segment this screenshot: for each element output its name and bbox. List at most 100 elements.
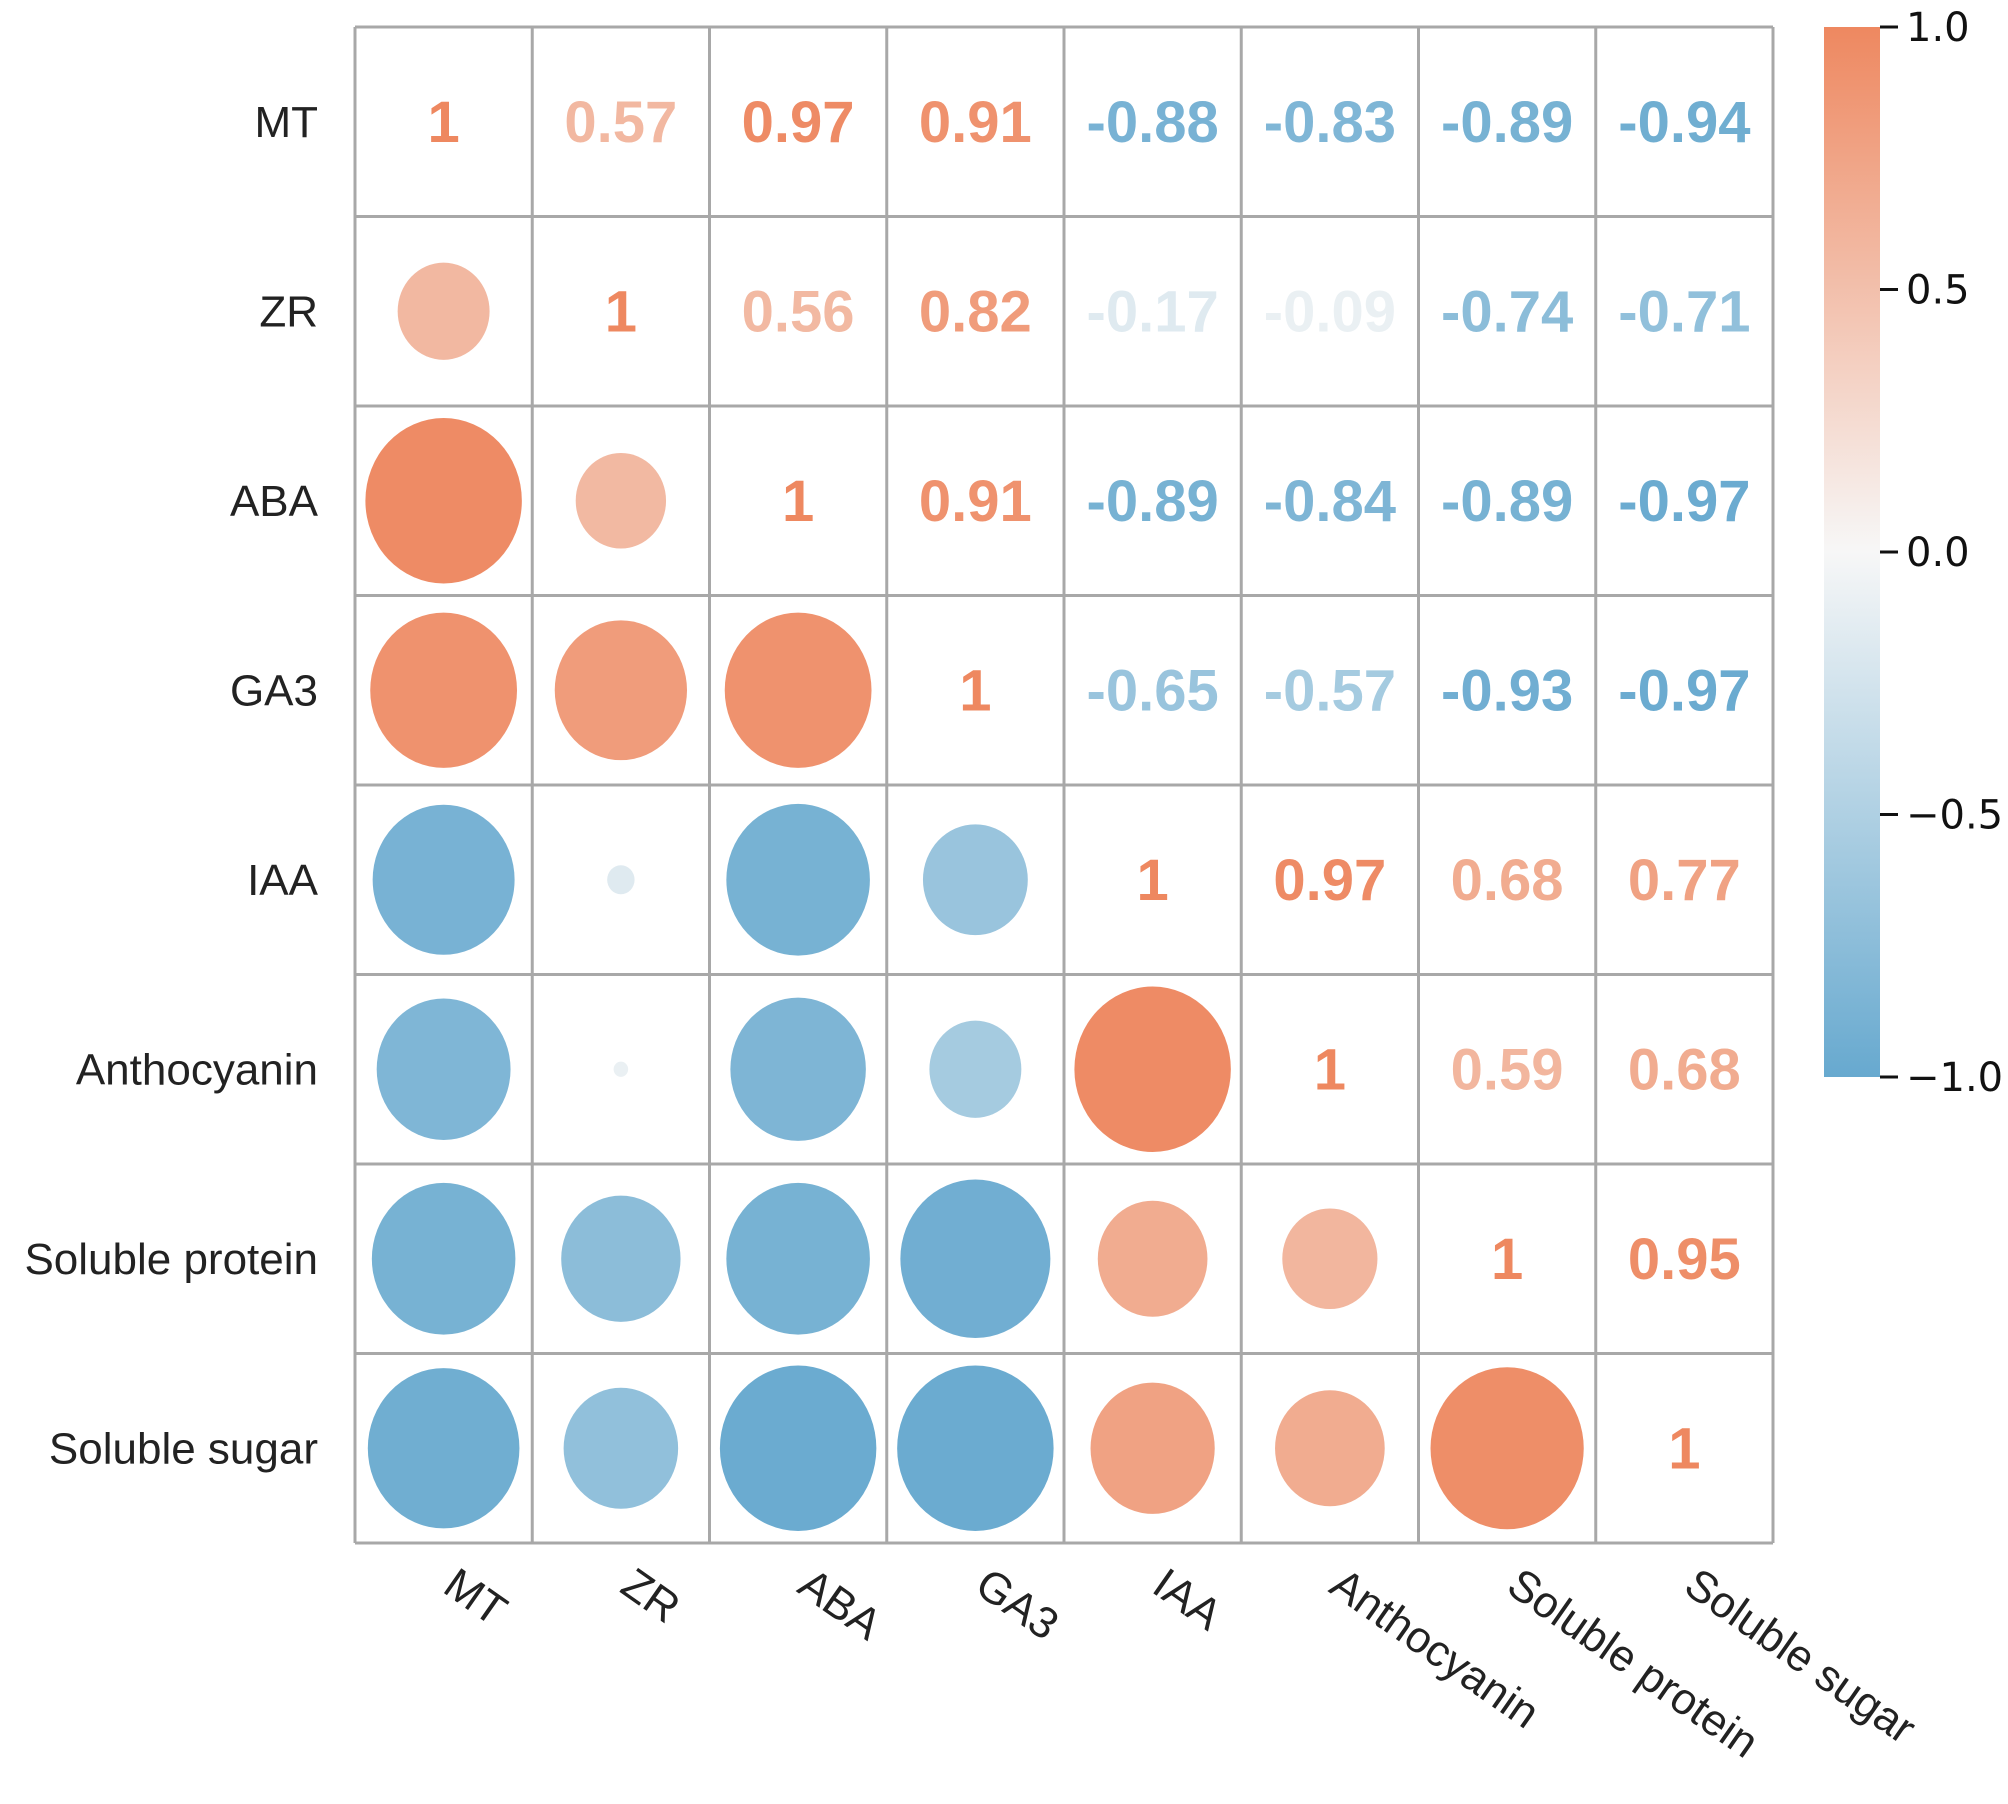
correlation-value-label: 1 — [1491, 1227, 1523, 1292]
correlation-value-label: -0.93 — [1441, 658, 1573, 723]
heatmap-cell: 0.68 — [1418, 785, 1596, 975]
correlation-circle — [575, 452, 667, 549]
heatmap-cell: 1 — [532, 216, 710, 406]
correlation-value-label: 0.95 — [1628, 1227, 1741, 1292]
row-label: Anthocyanin — [76, 1045, 318, 1094]
cell-background — [1418, 216, 1596, 406]
heatmap-cell: 0.77 — [1595, 785, 1773, 975]
heatmap-cell: -0.89 — [1064, 406, 1242, 596]
heatmap-cell — [1064, 1164, 1242, 1354]
correlation-circle — [1097, 1200, 1208, 1317]
correlation-value-label: -0.09 — [1264, 279, 1396, 344]
correlation-value-label: 0.77 — [1628, 848, 1741, 913]
heatmap-cell: 0.91 — [886, 27, 1064, 217]
heatmap-cell: -0.74 — [1418, 216, 1596, 406]
correlation-value-label: -0.65 — [1087, 658, 1219, 723]
heatmap-cell: 1 — [1064, 785, 1242, 975]
row-label: ABA — [230, 477, 319, 526]
correlation-value-label: 0.68 — [1451, 848, 1564, 913]
column-label: IAA — [1144, 1559, 1231, 1640]
cell-background — [1241, 595, 1419, 785]
heatmap-cell — [1418, 1353, 1596, 1543]
correlation-value-label: 0.68 — [1628, 1037, 1741, 1102]
cell-background — [355, 27, 533, 217]
cell-background — [886, 216, 1064, 406]
heatmap-cell: -0.93 — [1418, 595, 1596, 785]
cell-background — [1418, 974, 1596, 1164]
cell-background — [1241, 785, 1419, 975]
correlation-circle — [900, 1179, 1051, 1339]
heatmap-cell: 1 — [709, 406, 887, 596]
cell-background — [886, 595, 1064, 785]
cell-background — [1595, 406, 1773, 596]
heatmap-cell — [355, 406, 533, 596]
correlation-value-label: -0.74 — [1441, 279, 1573, 344]
heatmap-cell: -0.17 — [1064, 216, 1242, 406]
correlation-circle — [724, 612, 872, 768]
correlation-value-label: 0.91 — [919, 90, 1032, 155]
correlation-value-label: -0.97 — [1618, 658, 1750, 723]
cell-background — [709, 216, 887, 406]
correlation-circle — [607, 865, 635, 895]
correlation-circle — [371, 1182, 516, 1335]
correlation-circle — [613, 1061, 629, 1077]
column-label: MT — [435, 1559, 515, 1636]
cell-background — [1064, 27, 1242, 217]
correlation-value-label: -0.71 — [1618, 279, 1750, 344]
heatmap-cell: 1 — [1241, 974, 1419, 1164]
heatmap-cell: 1 — [1595, 1353, 1773, 1543]
heatmap-cell — [355, 1164, 533, 1354]
heatmap-cell: 0.95 — [1595, 1164, 1773, 1354]
cell-background — [1595, 974, 1773, 1164]
heatmap-cell: 0.91 — [886, 406, 1064, 596]
heatmap-cell: -0.65 — [1064, 595, 1242, 785]
heatmap-cell — [532, 595, 710, 785]
row-label: IAA — [247, 856, 319, 905]
correlation-value-label: 0.91 — [919, 469, 1032, 534]
heatmap-cell: -0.88 — [1064, 27, 1242, 217]
colorbar: 1.0 0.5 0.0 −0.5 −1.0 — [1824, 5, 2003, 1101]
heatmap-cell: 0.97 — [1241, 785, 1419, 975]
correlation-value-label: -0.97 — [1618, 469, 1750, 534]
column-label: ABA — [790, 1559, 891, 1650]
heatmap-cell: 0.82 — [886, 216, 1064, 406]
cell-background — [1064, 785, 1242, 975]
row-label: GA3 — [230, 666, 318, 715]
correlation-value-label: 1 — [427, 90, 459, 155]
cell-background — [886, 27, 1064, 217]
column-label: GA3 — [967, 1559, 1067, 1650]
row-label: MT — [254, 98, 318, 147]
heatmap-cell — [1064, 1353, 1242, 1543]
heatmap-cell — [532, 974, 710, 1164]
heatmap-cells: 1 0.57 0.97 0.91 -0.88 -0.83 -0.89 -0.94 1 0.56 0.… — [355, 27, 1773, 1543]
heatmap-cell: 0.57 — [532, 27, 710, 217]
correlation-value-label: -0.89 — [1087, 469, 1219, 534]
correlation-circle — [1282, 1208, 1378, 1310]
heatmap-cell: -0.97 — [1595, 595, 1773, 785]
correlation-circle — [922, 824, 1028, 936]
cell-background — [1064, 406, 1242, 596]
row-label: Soluble sugar — [49, 1424, 318, 1473]
correlation-value-label: 1 — [959, 658, 991, 723]
correlation-value-label: 1 — [1314, 1037, 1346, 1102]
heatmap-cell — [709, 1164, 887, 1354]
correlation-value-label: 1 — [1668, 1416, 1700, 1481]
cell-background — [1595, 27, 1773, 217]
heatmap-cell — [1064, 974, 1242, 1164]
cell-background — [1241, 974, 1419, 1164]
correlation-circle — [554, 620, 688, 761]
heatmap-cell: 0.59 — [1418, 974, 1596, 1164]
heatmap-cell — [886, 1164, 1064, 1354]
correlation-value-label: 1 — [1136, 848, 1168, 913]
correlation-circle — [370, 612, 518, 768]
colorbar-ticks: 1.0 0.5 0.0 −0.5 −1.0 — [1880, 5, 2003, 1101]
cell-background — [1595, 1353, 1773, 1543]
correlation-value-label: 1 — [782, 469, 814, 534]
heatmap-cell: -0.89 — [1418, 27, 1596, 217]
heatmap-grid — [353, 25, 1775, 1545]
cell-background — [1595, 216, 1773, 406]
colorbar-tick-label: −1.0 — [1906, 1055, 2003, 1101]
correlation-value-label: 0.97 — [1273, 848, 1386, 913]
